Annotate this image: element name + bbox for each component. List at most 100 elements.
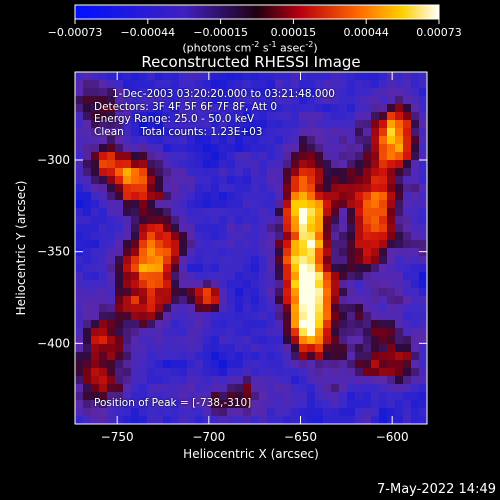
heatmap-pixel: [147, 104, 155, 112]
heatmap-pixel: [419, 392, 427, 400]
heatmap-pixel: [403, 296, 411, 304]
heatmap-pixel: [187, 72, 195, 80]
heatmap-pixel: [243, 80, 251, 88]
heatmap-pixel: [275, 120, 283, 128]
heatmap-pixel: [419, 352, 427, 360]
heatmap-pixel: [171, 80, 179, 88]
heatmap-pixel: [243, 304, 251, 312]
colorbar-unit: (photons cm-2 s-1 asec-2): [182, 40, 318, 55]
heatmap-pixel: [371, 368, 379, 376]
heatmap-pixel: [83, 248, 91, 256]
heatmap-pixel: [403, 336, 411, 344]
heatmap-pixel: [259, 80, 267, 88]
heatmap-pixel: [387, 152, 395, 160]
heatmap-pixel: [387, 368, 395, 376]
heatmap-pixel: [315, 328, 323, 336]
heatmap-pixel: [107, 400, 115, 408]
heatmap-pixel: [251, 304, 259, 312]
heatmap-pixel: [147, 336, 155, 344]
heatmap-pixel: [419, 160, 427, 168]
heatmap-pixel: [419, 224, 427, 232]
heatmap-pixel: [187, 160, 195, 168]
heatmap-pixel: [323, 120, 331, 128]
heatmap-pixel: [339, 128, 347, 136]
heatmap-pixel: [291, 104, 299, 112]
heatmap-pixel: [419, 240, 427, 248]
heatmap-pixel: [179, 224, 187, 232]
heatmap-pixel: [243, 416, 251, 424]
heatmap-pixel: [267, 176, 275, 184]
heatmap-pixel: [331, 272, 339, 280]
heatmap-pixel: [179, 344, 187, 352]
heatmap-pixel: [347, 288, 355, 296]
heatmap-pixel: [235, 120, 243, 128]
heatmap-pixel: [387, 328, 395, 336]
heatmap-pixel: [275, 144, 283, 152]
heatmap-pixel: [387, 80, 395, 88]
heatmap-pixel: [291, 408, 299, 416]
heatmap-pixel: [83, 104, 91, 112]
heatmap-pixel: [211, 152, 219, 160]
heatmap-pixel: [227, 288, 235, 296]
heatmap-pixel: [419, 176, 427, 184]
heatmap-pixel: [299, 352, 307, 360]
heatmap-pixel: [219, 104, 227, 112]
heatmap-pixel: [275, 376, 283, 384]
heatmap-pixel: [195, 376, 203, 384]
heatmap-pixel: [411, 280, 419, 288]
heatmap-pixel: [243, 248, 251, 256]
heatmap-pixel: [179, 296, 187, 304]
heatmap-pixel: [171, 360, 179, 368]
heatmap-pixel: [243, 152, 251, 160]
heatmap-pixel: [267, 80, 275, 88]
heatmap-pixel: [179, 192, 187, 200]
heatmap-pixel: [99, 224, 107, 232]
heatmap-pixel: [107, 328, 115, 336]
heatmap-pixel: [123, 168, 131, 176]
colorbar: [74, 4, 440, 20]
heatmap-pixel: [179, 240, 187, 248]
heatmap-pixel: [419, 264, 427, 272]
heatmap-pixel: [299, 328, 307, 336]
heatmap-pixel: [147, 416, 155, 424]
heatmap-pixel: [219, 384, 227, 392]
heatmap-pixel: [347, 168, 355, 176]
heatmap-pixel: [291, 328, 299, 336]
heatmap-pixel: [235, 408, 243, 416]
heatmap-pixel: [147, 208, 155, 216]
heatmap-pixel: [347, 352, 355, 360]
heatmap-pixel: [331, 264, 339, 272]
heatmap-pixel: [147, 344, 155, 352]
heatmap-pixel: [299, 312, 307, 320]
heatmap-pixel: [163, 200, 171, 208]
heatmap-pixel: [371, 280, 379, 288]
heatmap-pixel: [203, 368, 211, 376]
heatmap-pixel: [163, 296, 171, 304]
heatmap-pixel: [83, 392, 91, 400]
heatmap-pixel: [307, 216, 315, 224]
heatmap-pixel: [411, 120, 419, 128]
heatmap-pixel: [307, 136, 315, 144]
heatmap-pixel: [163, 304, 171, 312]
heatmap-pixel: [179, 416, 187, 424]
heatmap-pixel: [107, 256, 115, 264]
heatmap-pixel: [283, 208, 291, 216]
heatmap-pixel: [211, 304, 219, 312]
heatmap-pixel: [259, 408, 267, 416]
heatmap-pixel: [99, 304, 107, 312]
heatmap-pixel: [75, 376, 83, 384]
heatmap-pixel: [107, 128, 115, 136]
heatmap-pixel: [187, 224, 195, 232]
heatmap-pixel: [187, 416, 195, 424]
heatmap-pixel: [171, 272, 179, 280]
heatmap-pixel: [291, 184, 299, 192]
heatmap-pixel: [259, 136, 267, 144]
heatmap-pixel: [163, 312, 171, 320]
heatmap-pixel: [155, 248, 163, 256]
heatmap-pixel: [371, 312, 379, 320]
heatmap-pixel: [171, 96, 179, 104]
heatmap-pixel: [171, 104, 179, 112]
heatmap-pixel: [171, 136, 179, 144]
heatmap-pixel: [179, 80, 187, 88]
heatmap-pixel: [187, 208, 195, 216]
